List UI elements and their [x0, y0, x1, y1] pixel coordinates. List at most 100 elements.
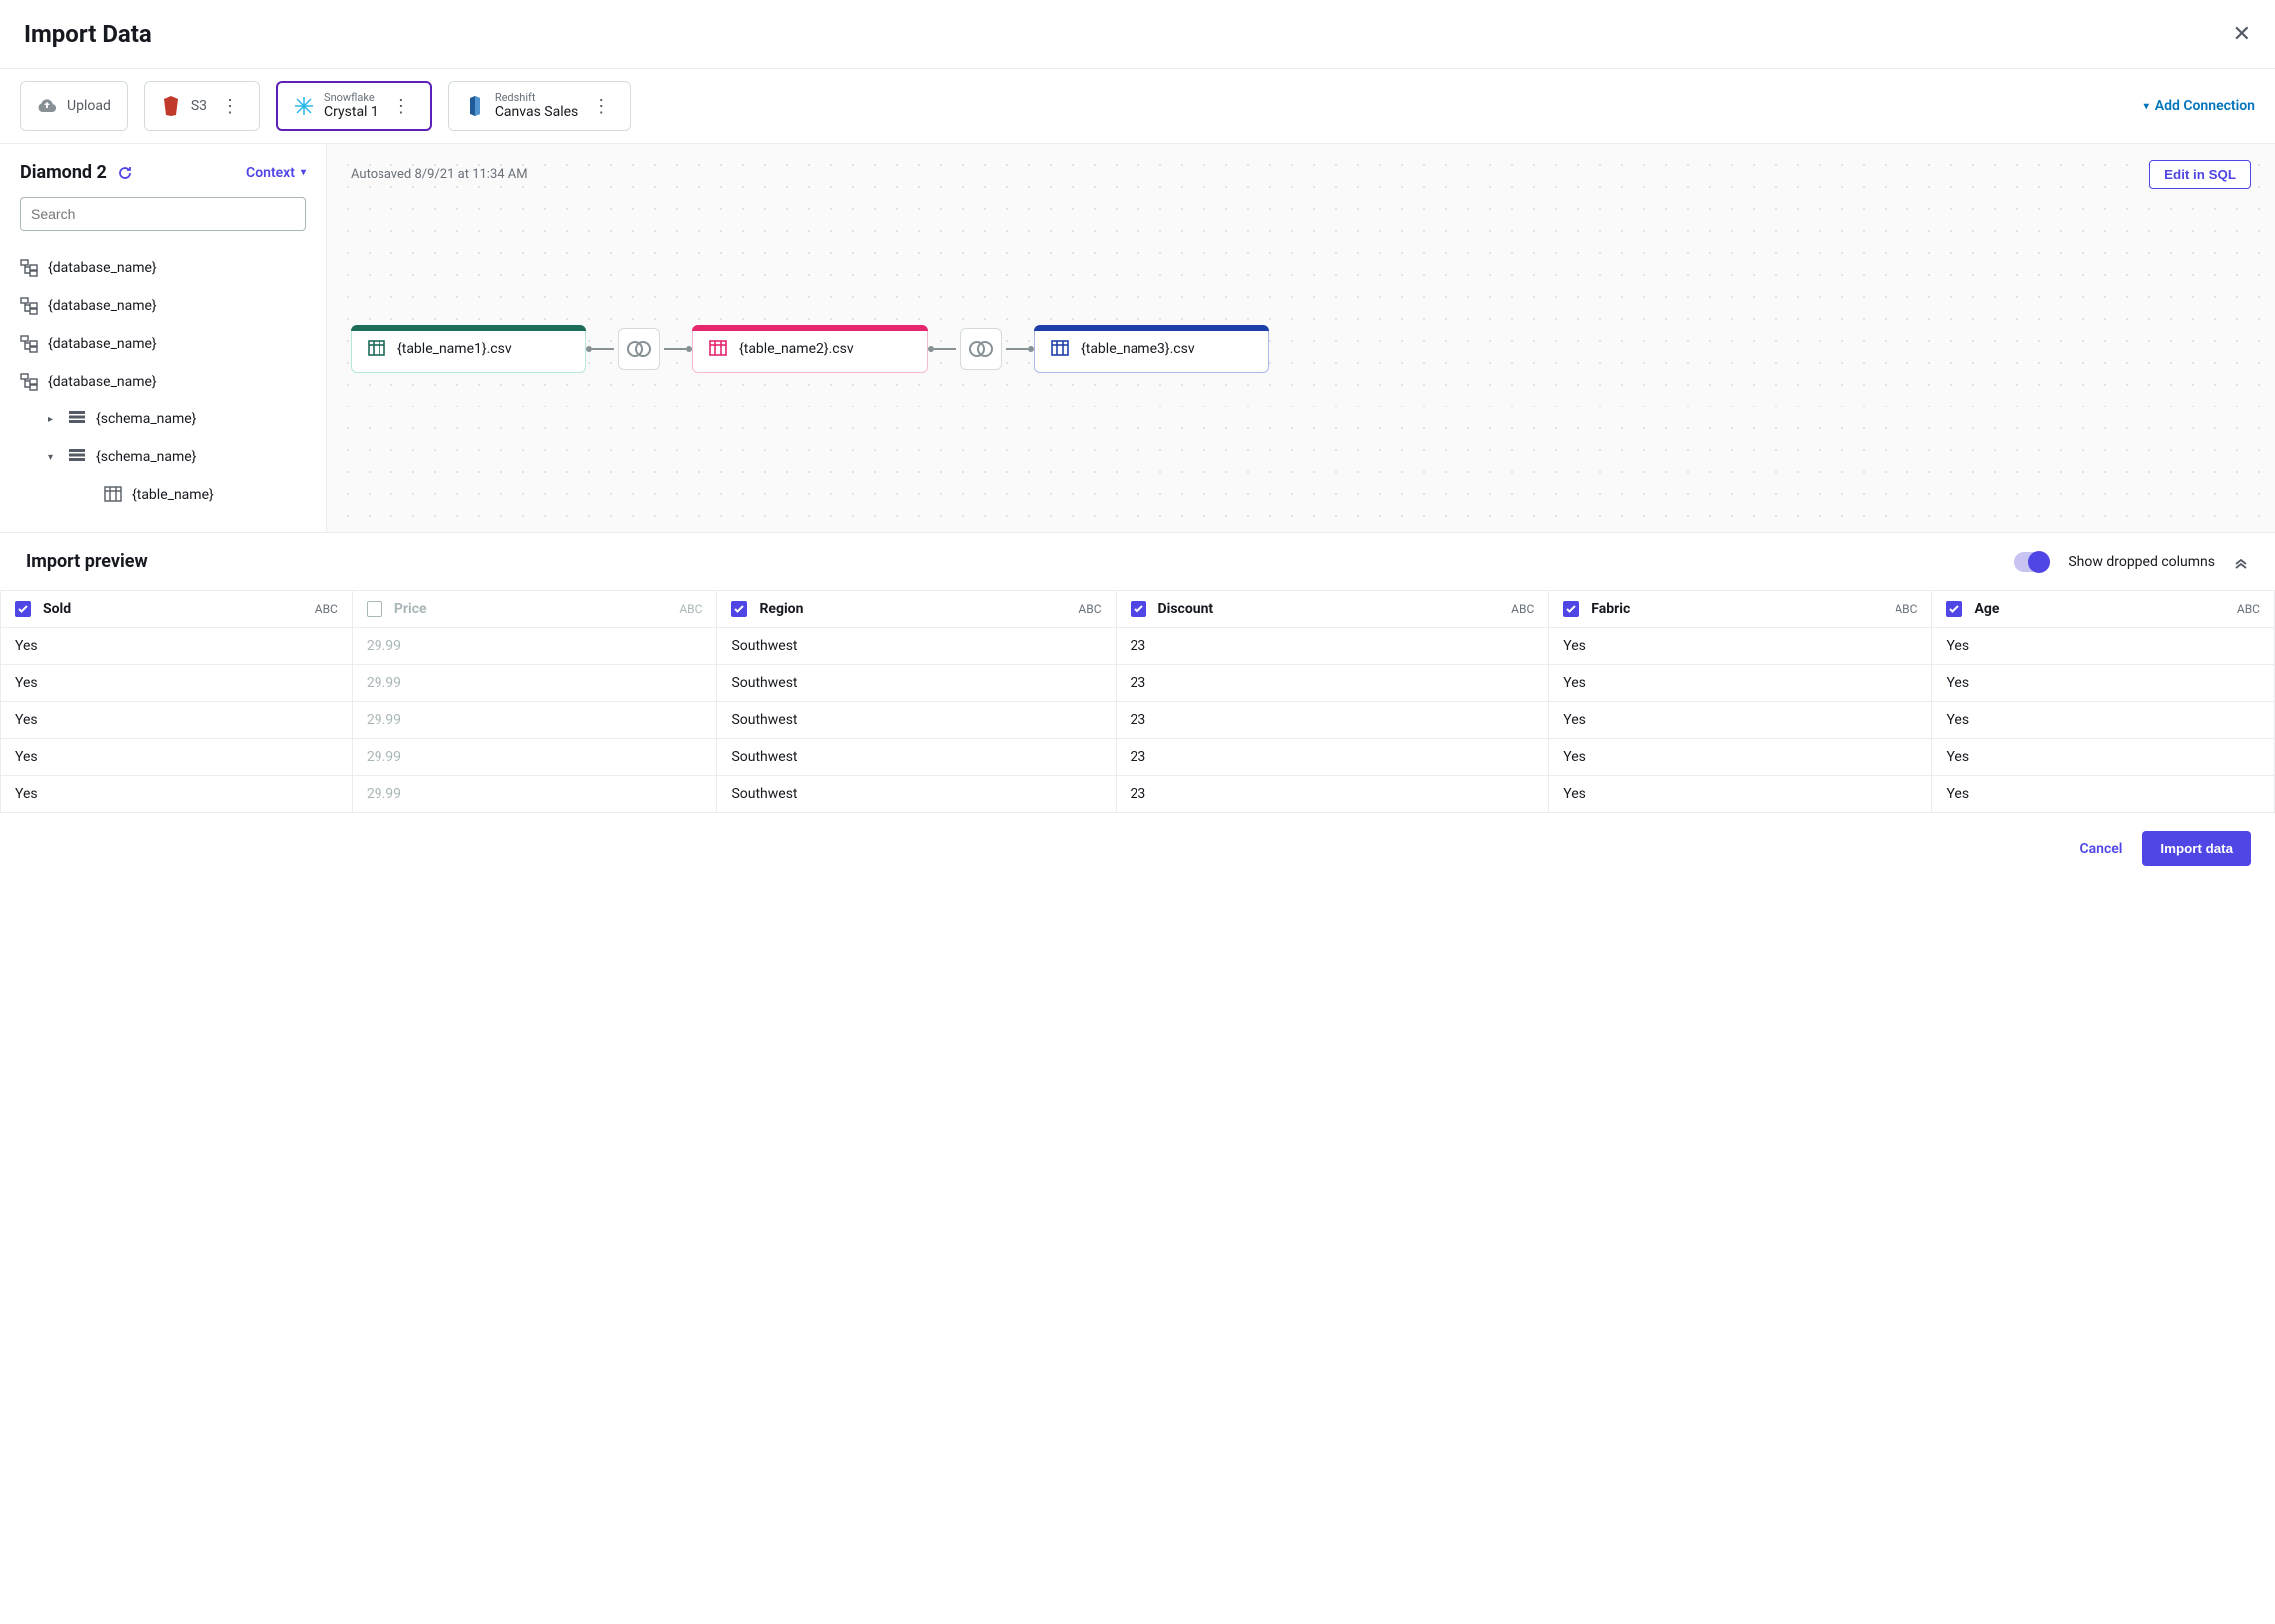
column-checkbox[interactable] [1131, 601, 1146, 617]
snowflake-icon [294, 96, 314, 116]
table-node[interactable]: {table_name1}.csv [351, 325, 586, 373]
add-connection-label: Add Connection [2155, 98, 2255, 114]
database-label: {database_name} [48, 336, 157, 352]
table-cell: 29.99 [352, 776, 717, 813]
column-checkbox[interactable] [15, 601, 31, 617]
column-checkbox[interactable] [731, 601, 747, 617]
column-type: ABC [315, 602, 338, 616]
import-data-button[interactable]: Import data [2142, 831, 2251, 866]
column-checkbox[interactable] [1946, 601, 1962, 617]
tree-table[interactable]: {table_name} [20, 476, 306, 514]
database-label: {database_name} [48, 298, 157, 314]
source-toolbar: Upload S3 ⋮ Snowflake Crystal 1 ⋮ Redshi… [0, 68, 2275, 144]
table-row: Yes29.99Southwest23YesYes [1, 739, 2275, 776]
column-checkbox[interactable] [1563, 601, 1579, 617]
tree-database[interactable]: {database_name} [20, 325, 306, 363]
tree-schema[interactable]: ▾{schema_name} [20, 438, 306, 476]
database-icon [20, 373, 38, 391]
upload-button[interactable]: Upload [20, 81, 128, 131]
column-header[interactable]: PriceABC [352, 591, 717, 628]
database-icon [20, 335, 38, 353]
join-node[interactable] [960, 328, 1002, 370]
join-node[interactable] [618, 328, 660, 370]
column-type: ABC [2237, 602, 2260, 616]
table-cell: Yes [1, 702, 353, 739]
column-header[interactable]: AgeABC [1932, 591, 2275, 628]
redshift-name: Canvas Sales [495, 104, 578, 121]
expand-icon[interactable]: ▾ [48, 452, 58, 463]
column-name: Discount [1158, 601, 1214, 617]
show-dropped-label: Show dropped columns [2068, 554, 2215, 570]
table-cell: Yes [1549, 628, 1932, 665]
table-cell: 29.99 [352, 739, 717, 776]
column-name: Region [759, 601, 803, 617]
database-label: {database_name} [48, 260, 157, 276]
database-icon [20, 297, 38, 315]
show-dropped-toggle[interactable] [2014, 552, 2050, 572]
redshift-type: Redshift [495, 91, 578, 104]
table-node[interactable]: {table_name2}.csv [692, 325, 928, 373]
database-label: {database_name} [48, 374, 157, 390]
column-type: ABC [1895, 602, 1917, 616]
table-row: Yes29.99Southwest23YesYes [1, 628, 2275, 665]
snowflake-menu-icon[interactable]: ⋮ [388, 96, 414, 117]
table-cell: Southwest [717, 628, 1116, 665]
table-row: Yes29.99Southwest23YesYes [1, 665, 2275, 702]
snowflake-type: Snowflake [324, 91, 379, 104]
cloud-upload-icon [37, 96, 57, 116]
s3-button[interactable]: S3 ⋮ [144, 81, 260, 131]
schema-sidebar: Diamond 2 Context ▾ {database_name} {data… [0, 144, 327, 532]
column-name: Price [394, 601, 427, 617]
table-cell: Southwest [717, 665, 1116, 702]
column-header[interactable]: Fabric ABC [1549, 591, 1932, 628]
database-icon [20, 259, 38, 277]
schema-icon [68, 448, 86, 466]
expand-icon[interactable]: ▸ [48, 414, 58, 425]
table-cell: 29.99 [352, 702, 717, 739]
tree-database[interactable]: {database_name} [20, 249, 306, 287]
table-cell: Yes [1932, 702, 2275, 739]
table-cell: 29.99 [352, 628, 717, 665]
add-connection-button[interactable]: ▾ Add Connection [2144, 98, 2255, 114]
table-row: Yes29.99Southwest23YesYes [1, 776, 2275, 813]
schema-icon [68, 410, 86, 428]
table-node-label: {table_name2}.csv [739, 341, 854, 357]
column-header[interactable]: DiscountABC [1116, 591, 1549, 628]
table-cell: Southwest [717, 776, 1116, 813]
edit-in-sql-button[interactable]: Edit in SQL [2149, 160, 2251, 189]
snowflake-connection-button[interactable]: Snowflake Crystal 1 ⋮ [276, 81, 432, 131]
column-name: Fabric [1591, 601, 1630, 617]
schema-label: {schema_name} [96, 411, 196, 427]
table-cell: Yes [1932, 628, 2275, 665]
table-cell: 23 [1116, 702, 1549, 739]
table-cell: Yes [1932, 665, 2275, 702]
join-icon [969, 340, 993, 358]
tree-schema[interactable]: ▸ {schema_name} [20, 401, 306, 438]
table-cell: 23 [1116, 628, 1549, 665]
table-cell: Yes [1932, 776, 2275, 813]
table-node[interactable]: {table_name3}.csv [1034, 325, 1269, 373]
s3-menu-icon[interactable]: ⋮ [217, 96, 243, 117]
refresh-icon[interactable] [117, 165, 133, 181]
close-icon[interactable]: ✕ [2233, 22, 2251, 47]
table-cell: 23 [1116, 665, 1549, 702]
column-header[interactable]: RegionABC [717, 591, 1116, 628]
table-label: {table_name} [132, 487, 214, 503]
collapse-icon[interactable] [2233, 554, 2249, 570]
tree-database[interactable]: {database_name} [20, 363, 306, 401]
redshift-menu-icon[interactable]: ⋮ [588, 96, 614, 117]
column-checkbox[interactable] [367, 601, 382, 617]
connector [586, 346, 614, 352]
redshift-connection-button[interactable]: Redshift Canvas Sales ⋮ [448, 81, 631, 131]
table-node-label: {table_name3}.csv [1081, 341, 1195, 357]
dataset-name: Diamond 2 [20, 162, 107, 183]
search-input[interactable] [20, 197, 306, 231]
cancel-button[interactable]: Cancel [2079, 841, 2122, 857]
table-cell: Yes [1549, 665, 1932, 702]
autosaved-text: Autosaved 8/9/21 at 11:34 AM [351, 167, 528, 182]
join-canvas[interactable]: Autosaved 8/9/21 at 11:34 AM Edit in SQL… [327, 144, 2275, 532]
context-dropdown[interactable]: Context ▾ [246, 165, 306, 181]
column-header[interactable]: SoldABC [1, 591, 353, 628]
tree-database[interactable]: {database_name} [20, 287, 306, 325]
table-cell: Yes [1, 739, 353, 776]
